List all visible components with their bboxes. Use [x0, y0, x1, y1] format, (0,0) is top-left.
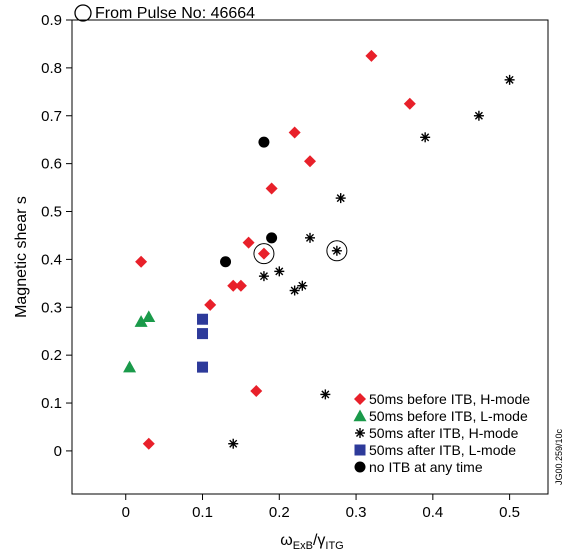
- x-tick-label: 0.1: [192, 504, 213, 521]
- point-asterisk-1: [258, 271, 269, 282]
- point-diamond-3: [227, 279, 240, 292]
- point-triangle-1: [134, 315, 148, 327]
- point-square-0: [197, 361, 209, 373]
- y-tick-label: 0.6: [41, 156, 62, 173]
- x-tick-label: 0.5: [499, 504, 520, 521]
- point-asterisk-7: [331, 245, 342, 256]
- y-tick-label: 0: [54, 443, 62, 460]
- legend-label: 50ms before ITB, L-mode: [369, 408, 528, 424]
- point-diamond-10: [304, 155, 316, 168]
- point-asterisk-9: [420, 132, 431, 143]
- x-tick-label: 0.2: [269, 504, 290, 521]
- legend-marker-square: [354, 444, 366, 456]
- x-title-sub1: ExB: [293, 540, 313, 552]
- point-circle-0: [220, 256, 232, 268]
- legend-label: 50ms after ITB, H-mode: [369, 425, 519, 441]
- y-tick-label: 0.8: [41, 60, 62, 77]
- point-diamond-7: [257, 247, 270, 260]
- legend-marker-triangle: [353, 409, 367, 422]
- y-axis-title: Magnetic shear s: [13, 196, 30, 318]
- point-diamond-6: [250, 385, 263, 398]
- point-asterisk-8: [335, 193, 346, 204]
- y-tick-label: 0.1: [41, 395, 62, 412]
- x-axis: 0 0.1 0.2 0.3 0.4 0.5: [122, 494, 520, 521]
- annotation-circle-icon: [74, 4, 92, 22]
- point-asterisk-6: [320, 389, 331, 400]
- highlight-ring-0: [253, 243, 275, 265]
- x-title-sub2: ITG: [325, 540, 343, 552]
- point-diamond-5: [242, 236, 255, 249]
- highlight-rings: [253, 240, 348, 265]
- y-tick-label: 0.4: [41, 251, 62, 268]
- point-diamond-12: [403, 97, 416, 110]
- legend-marker-circle: [354, 461, 366, 473]
- x-axis-title: ωExB/γITG: [280, 532, 343, 552]
- x-tick-label: 0.4: [422, 504, 443, 521]
- annotation-text: From Pulse No: 46664: [95, 5, 255, 22]
- point-square-2: [197, 313, 209, 325]
- point-circle-2: [266, 232, 278, 244]
- y-tick-label: 0.7: [41, 108, 62, 125]
- point-asterisk-2: [274, 266, 285, 277]
- x-title-sep: /γ: [313, 532, 325, 549]
- figure-code: JG00.259/10c: [554, 428, 564, 485]
- y-tick-label: 0.5: [41, 204, 62, 221]
- point-diamond-4: [234, 279, 247, 292]
- point-asterisk-0: [228, 438, 239, 449]
- legend-label: no ITB at any time: [369, 459, 483, 475]
- x-tick-label: 0.3: [346, 504, 367, 521]
- pulse-annotation: From Pulse No: 46664: [74, 4, 255, 22]
- data-points: [123, 49, 515, 450]
- point-asterisk-11: [504, 74, 515, 85]
- point-diamond-1: [142, 437, 155, 450]
- plot-frame: [71, 19, 549, 495]
- highlight-ring-1: [326, 240, 348, 262]
- point-diamond-11: [365, 49, 378, 62]
- point-asterisk-3: [289, 285, 300, 296]
- legend-label: 50ms after ITB, L-mode: [369, 442, 516, 458]
- y-axis: 0 0.1 0.2 0.3 0.4 0.5 0.6 0.7 0.8 0.9: [41, 12, 72, 460]
- point-asterisk-4: [297, 280, 308, 291]
- y-tick-label: 0.9: [41, 12, 62, 29]
- point-circle-1: [258, 136, 270, 148]
- y-tick-label: 0.3: [41, 299, 62, 316]
- legend-marker-asterisk: [355, 428, 365, 438]
- point-diamond-8: [265, 182, 278, 195]
- x-tick-label: 0: [122, 504, 130, 521]
- point-square-1: [197, 328, 209, 340]
- point-asterisk-5: [305, 232, 315, 243]
- point-triangle-0: [123, 360, 137, 373]
- point-diamond-9: [288, 126, 301, 139]
- x-title-omega: ω: [280, 532, 293, 549]
- legend-marker-diamond: [354, 393, 366, 405]
- legend-label: 50ms before ITB, H-mode: [369, 391, 530, 407]
- point-diamond-0: [135, 255, 148, 268]
- point-triangle-2: [142, 310, 156, 323]
- point-diamond-2: [204, 298, 217, 311]
- y-tick-label: 0.2: [41, 347, 62, 364]
- point-asterisk-10: [473, 110, 484, 121]
